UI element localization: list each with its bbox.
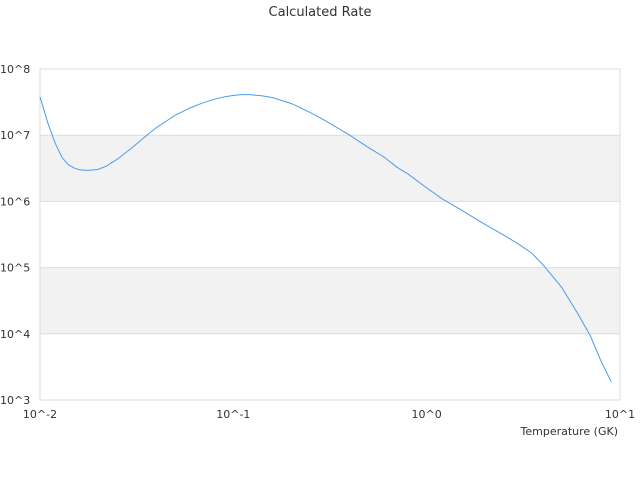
grid-band — [40, 201, 620, 268]
x-tick-label: 10^1 — [605, 408, 635, 421]
plot-frame — [39, 69, 621, 401]
y-tick-label: 10^8 — [0, 63, 30, 76]
x-tick-label: 10^0 — [412, 408, 442, 421]
y-tick-label: 10^7 — [0, 129, 30, 142]
grid-band — [40, 135, 620, 202]
chart-title: Calculated Rate — [269, 5, 372, 20]
x-tick-labels: 10^-2 10^-1 10^0 10^1 — [23, 408, 635, 421]
grid-band — [40, 333, 620, 400]
grid-band — [40, 267, 620, 334]
y-tick-label: 10^6 — [0, 195, 30, 208]
y-tick-labels: 10^3 10^4 10^5 10^6 10^7 10^8 — [0, 63, 30, 407]
grid-bands — [40, 68, 620, 401]
grid-band — [40, 69, 620, 136]
x-tick-label: 10^-1 — [216, 408, 250, 421]
x-axis-label: Temperature (GK) — [520, 425, 619, 438]
series-line-0 — [39, 94, 612, 382]
y-tick-label: 10^3 — [0, 394, 30, 407]
y-tick-label: 10^5 — [0, 262, 30, 275]
y-tick-label: 10^4 — [0, 328, 30, 341]
x-tick-label: 10^-2 — [23, 408, 57, 421]
series-layer — [39, 94, 612, 382]
